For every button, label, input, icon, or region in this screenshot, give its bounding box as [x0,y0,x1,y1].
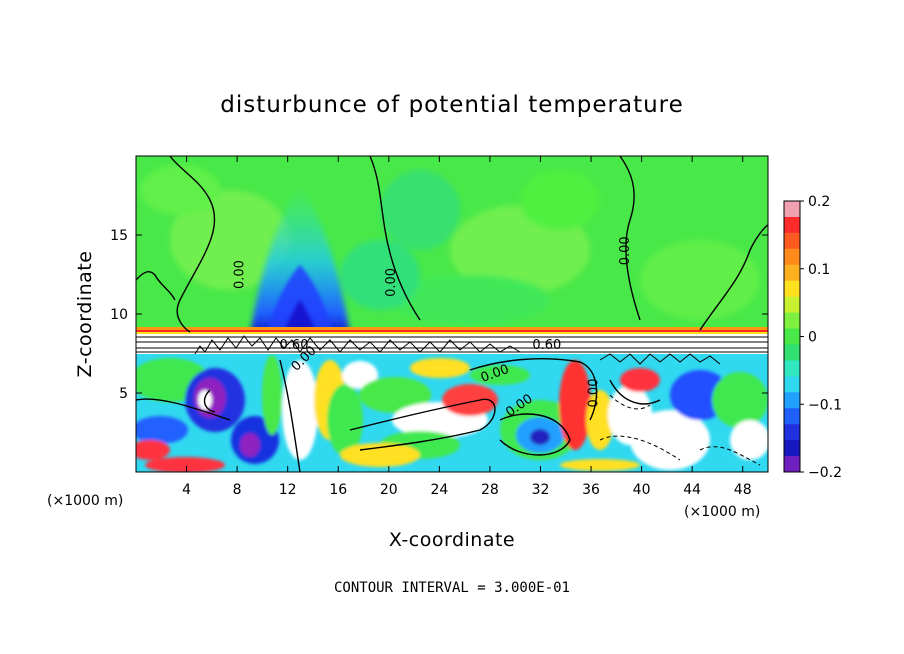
colorbar-swatch [784,376,800,393]
colorbar-swatch [784,392,800,409]
x-tick-label: 16 [329,482,347,498]
colorbar-label: 0.2 [808,194,830,210]
tropopause-noise-right [599,353,721,365]
colorbar-swatch [784,296,800,314]
colorbar-labels: 0.2 0.1 0 −0.1 −0.2 [800,194,842,481]
colorbar-swatch [784,408,800,425]
x-tick-label: 4 [182,482,191,498]
colorbar-swatch [784,440,800,457]
chart-title: disturbunce of potential temperature [220,92,684,118]
colorbar-swatch [784,312,800,330]
upper-field-patches [140,165,760,325]
colorbar-swatch [784,360,800,377]
x-tick-label: 32 [532,482,550,498]
x-unit-label-left: (×1000 m) [47,493,123,509]
tropopause-noise [194,335,521,355]
x-tick-label: 44 [683,482,701,498]
x-tick-label: 36 [582,482,600,498]
colorbar-swatch [784,248,800,266]
colorbar-swatch [784,280,800,298]
y-axis: 5 10 15 [110,228,768,402]
colorbar-label: −0.2 [808,465,842,481]
contour-lines [136,156,768,472]
x-tick-label: 40 [633,482,651,498]
dashed-contours [599,394,761,466]
colorbar-swatch [784,216,800,234]
colorbar-swatch [784,344,800,361]
y-tick-label: 10 [110,307,128,323]
colorbar-label: 0.1 [808,262,830,278]
contour-label: 0.00 [586,379,601,408]
colorbar [783,200,801,473]
contour-label: 0.00 [232,260,247,289]
x-tick-label: 28 [481,482,499,498]
x-axis-label: X-coordinate [389,529,515,551]
colorbar-swatch [784,328,800,345]
y-axis-label: Z-coordinate [74,251,96,378]
colorbar-swatch [784,201,800,218]
x-axis: 4 8 12 16 20 24 28 32 36 40 44 48 [182,156,752,498]
colorbar-swatch [784,232,800,250]
colorbar-label: 0 [808,330,817,346]
contour-label: 0.60 [280,338,309,353]
x-tick-label: 8 [233,482,242,498]
x-unit-label-right: (×1000 m) [684,504,760,520]
colorbar-swatch [784,456,800,473]
colorbar-swatch [784,424,800,441]
colorbar-swatch [784,264,800,282]
y-tick-label: 5 [119,386,128,402]
colorbar-label: −0.1 [808,397,842,413]
contour-label: 0.00 [618,236,633,265]
y-tick-label: 15 [110,228,128,244]
x-tick-label: 48 [734,482,752,498]
contour-label: 0.60 [532,338,561,353]
contour-label: 0.00 [384,268,399,297]
x-tick-label: 20 [380,482,398,498]
contour-interval-note: CONTOUR INTERVAL = 3.000E-01 [334,580,570,596]
lower-field-blobs [136,355,768,472]
heatmap-field [136,156,768,472]
x-tick-label: 12 [279,482,297,498]
x-tick-label: 24 [430,482,448,498]
